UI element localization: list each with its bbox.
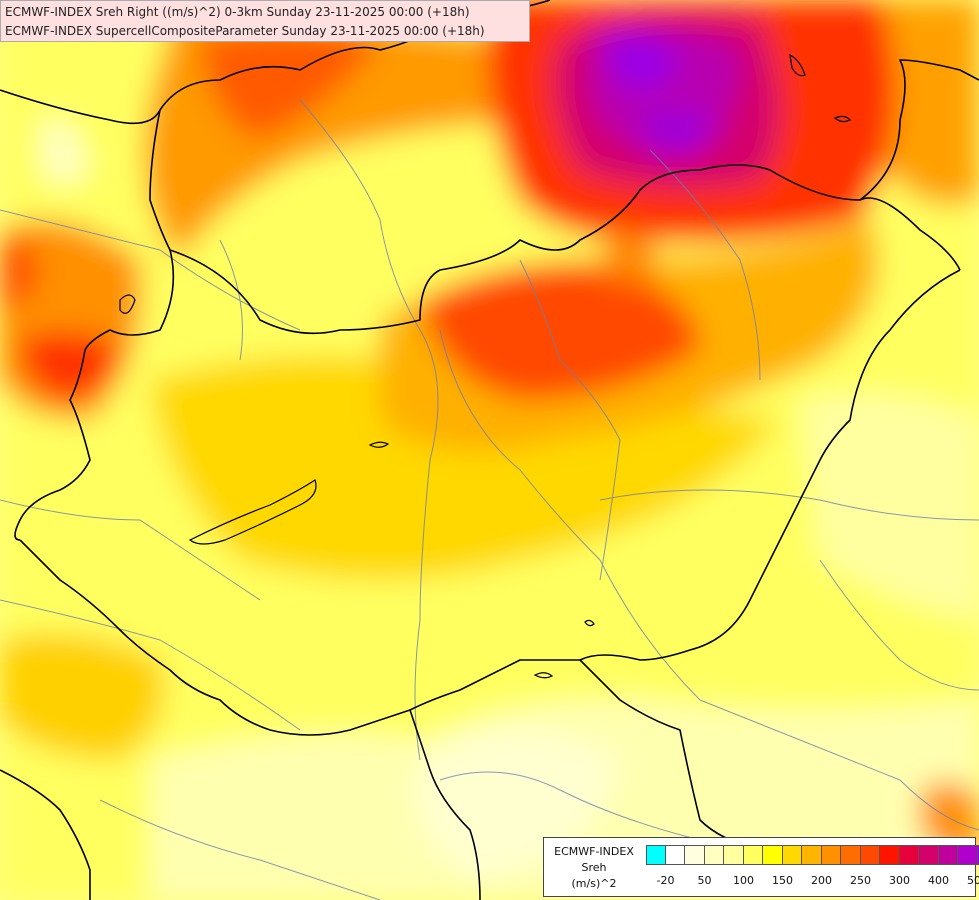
legend-swatch bbox=[665, 845, 685, 865]
legend-swatch bbox=[841, 845, 861, 865]
legend-tick-label: 50 bbox=[697, 874, 712, 887]
legend-swatch bbox=[860, 845, 880, 865]
lakes bbox=[119, 53, 851, 679]
map-title-sreh: ECMWF-INDEX Sreh Right ((m/s)^2) 0-3km S… bbox=[5, 5, 470, 19]
legend-tick-label: 100 bbox=[733, 874, 754, 887]
legend-swatch bbox=[958, 845, 978, 865]
legend-swatch bbox=[646, 845, 666, 865]
legend-swatch bbox=[880, 845, 900, 865]
color-legend: ECMWF-INDEX Sreh (m/s)^2 -20 50 100 150 200 2… bbox=[543, 837, 979, 897]
lake-small-2 bbox=[584, 619, 595, 627]
legend-swatch bbox=[704, 845, 724, 865]
legend-tick-label: 400 bbox=[928, 874, 949, 887]
legend-tick-label: -20 bbox=[656, 874, 675, 887]
legend-swatch bbox=[782, 845, 802, 865]
legend-tick-label: 250 bbox=[850, 874, 871, 887]
legend-swatch bbox=[743, 845, 763, 865]
map-title-scp: ECMWF-INDEX SupercellCompositeParameter … bbox=[5, 24, 485, 38]
legend-unit: (m/s)^2 bbox=[571, 877, 617, 890]
legend-tick-label: 500 bbox=[967, 874, 979, 887]
legend-swatch bbox=[685, 845, 705, 865]
lake-small-1 bbox=[368, 441, 390, 448]
rivers-and-admin-lines bbox=[0, 99, 979, 900]
legend-swatch bbox=[938, 845, 958, 865]
legend-label: ECMWF-INDEX Sreh (m/s)^2 bbox=[544, 844, 644, 892]
legend-swatches bbox=[646, 845, 979, 865]
legend-swatch bbox=[919, 845, 939, 865]
map-title-box: ECMWF-INDEX Sreh Right ((m/s)^2) 0-3km S… bbox=[0, 0, 530, 42]
lake-small-3 bbox=[533, 672, 554, 679]
legend-tick-label: 300 bbox=[889, 874, 910, 887]
legend-swatch bbox=[821, 845, 841, 865]
legend-model: ECMWF-INDEX bbox=[554, 845, 634, 858]
legend-tick-label: 150 bbox=[772, 874, 793, 887]
lake-small-4 bbox=[789, 53, 806, 77]
legend-swatch bbox=[802, 845, 822, 865]
legend-swatch bbox=[977, 845, 979, 865]
legend-swatch bbox=[724, 845, 744, 865]
legend-swatch bbox=[899, 845, 919, 865]
lake-small-5 bbox=[833, 115, 851, 123]
lake-balaton bbox=[188, 479, 317, 545]
lake-small-6 bbox=[119, 294, 136, 314]
legend-swatch bbox=[763, 845, 783, 865]
legend-tick-labels: -2050100150200250300400500700 bbox=[646, 874, 979, 890]
legend-tick-label: 200 bbox=[811, 874, 832, 887]
legend-variable: Sreh bbox=[581, 861, 607, 874]
